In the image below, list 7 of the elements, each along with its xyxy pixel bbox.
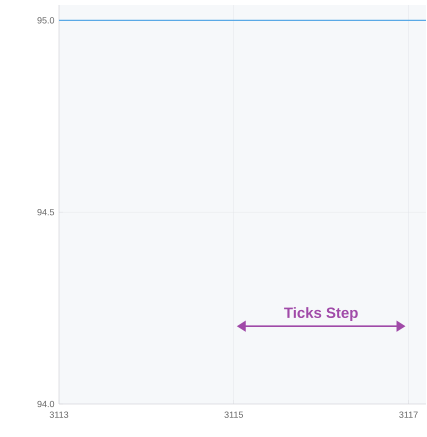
x-tick-label: 3113 (50, 412, 68, 418)
y-tick-label: 94.0 (38, 400, 54, 408)
x-tick-label: 3115 (224, 412, 244, 418)
y-tick-label: 95.0 (38, 17, 54, 24)
y-tick-label: 94.5 (38, 208, 54, 216)
x-tick-label: 3117 (399, 412, 418, 418)
annotation: Ticks Step (284, 307, 358, 321)
